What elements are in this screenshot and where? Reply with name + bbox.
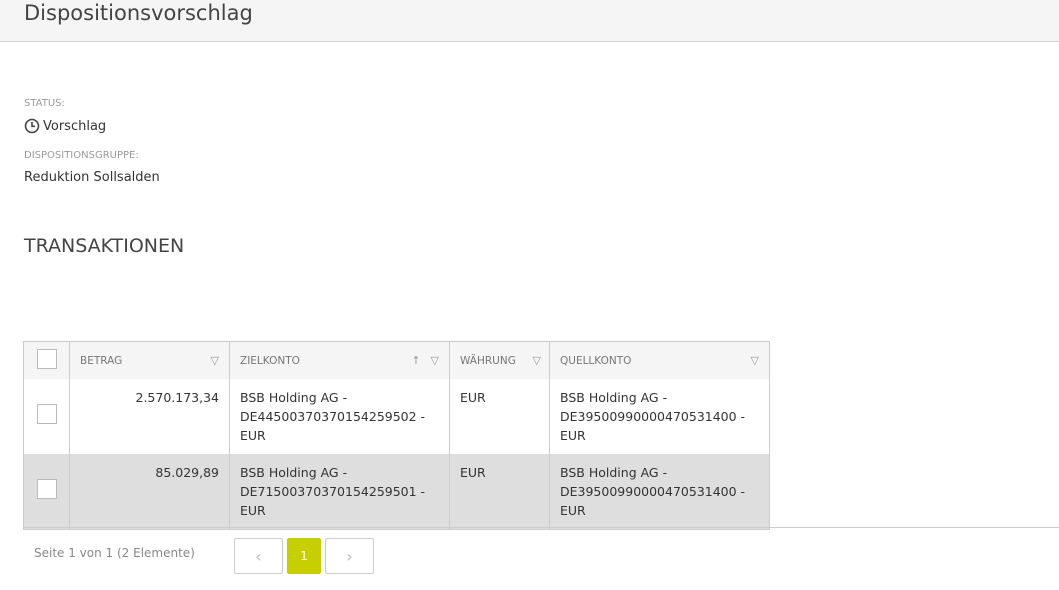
quellkonto-cell: BSB Holding AG - DE39500990000470531400 -… (549, 454, 770, 530)
betrag-cell: 85.029,89 (69, 454, 230, 530)
waehrung-cell: EUR (449, 379, 550, 454)
zielkonto-cell: BSB Holding AG - DE71500370370154259501 -… (229, 454, 450, 530)
select-all-checkbox[interactable] (36, 349, 57, 369)
column-quellkonto[interactable]: QUELLKONTO ▽ (549, 341, 770, 379)
page-header: Dispositionsvorschlag (0, 0, 1059, 42)
divider (23, 527, 1059, 528)
column-waehrung[interactable]: WÄHRUNG ▽ (449, 341, 550, 379)
quellkonto-cell: BSB Holding AG - DE39500990000470531400 -… (549, 379, 770, 454)
status-label: STATUS: (24, 98, 65, 109)
page-title: Dispositionsvorschlag (24, 1, 253, 25)
section-title: TRANSAKTIONEN (24, 235, 185, 257)
column-zielkonto[interactable]: ZIELKONTO ↑ ▽ (229, 341, 450, 379)
table-row[interactable]: 2.570.173,34 BSB Holding AG - DE445003703… (24, 379, 770, 454)
row-checkbox[interactable] (36, 404, 57, 424)
waehrung-cell: EUR (449, 454, 550, 530)
column-betrag[interactable]: BETRAG ▽ (69, 341, 230, 379)
prev-page-button[interactable]: ‹ (234, 538, 283, 574)
status-value: Vorschlag (24, 118, 106, 134)
pagination-summary: Seite 1 von 1 (2 Elemente) (34, 546, 195, 560)
filter-icon[interactable]: ▽ (210, 354, 219, 367)
page-1-button[interactable]: 1 (287, 538, 321, 574)
table-row[interactable]: 85.029,89 BSB Holding AG - DE715003703701… (23, 454, 770, 530)
clock-icon (24, 118, 40, 134)
group-label: DISPOSITIONSGRUPPE: (24, 150, 139, 161)
group-value: Reduktion Sollsalden (24, 170, 160, 185)
chevron-left-icon: ‹ (255, 546, 262, 566)
betrag-cell: 2.570.173,34 (69, 379, 230, 454)
zielkonto-cell: BSB Holding AG - DE44500370370154259502 -… (229, 379, 450, 454)
filter-icon[interactable]: ▽ (750, 354, 759, 367)
next-page-button[interactable]: › (325, 538, 374, 574)
status-text: Vorschlag (43, 118, 107, 134)
chevron-right-icon: › (346, 546, 353, 566)
transactions-table: BETRAG ▽ ZIELKONTO ↑ ▽ WÄHRUNG ▽ QUELLKONTO ▽… (23, 341, 770, 530)
filter-icon[interactable]: ▽ (532, 354, 541, 367)
row-checkbox[interactable] (36, 479, 57, 499)
filter-icon[interactable]: ▽ (430, 354, 439, 367)
sort-ascending-icon[interactable]: ↑ (411, 354, 421, 367)
table-header: BETRAG ▽ ZIELKONTO ↑ ▽ WÄHRUNG ▽ QUELLKONTO ▽ (23, 341, 770, 379)
